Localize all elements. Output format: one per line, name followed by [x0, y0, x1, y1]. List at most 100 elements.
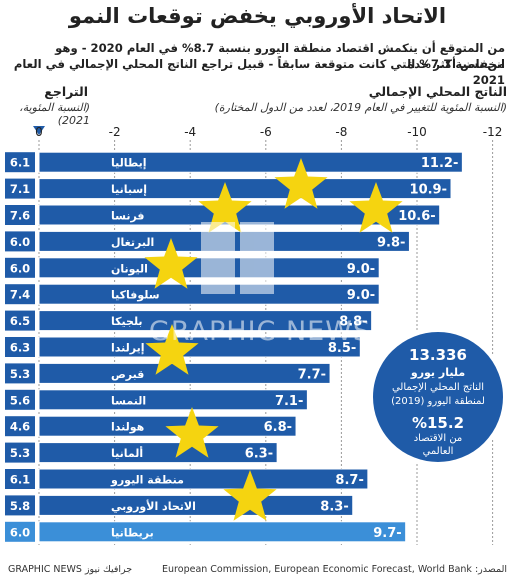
recovery-box [5, 469, 35, 489]
axis-tick-label: -12 [483, 125, 503, 139]
value-label: 6.3- [245, 447, 273, 462]
eu-star-icon [165, 407, 219, 458]
country-label: البرتغال [111, 236, 154, 249]
footer-credit: GRAPHIC NEWS جرافيك نيوز [8, 564, 133, 575]
eu-star-icon [223, 470, 277, 521]
footer-source: المصدر: European Commission, European Ec… [162, 564, 507, 575]
recovery-box [5, 284, 35, 305]
country-label: النمسا [111, 394, 146, 407]
recovery-value: 4.6 [10, 420, 30, 434]
gdp-bar [38, 468, 369, 490]
country-label: منطقة اليورو [110, 474, 184, 487]
gdp-bar [38, 415, 297, 437]
gdp-bar [38, 336, 361, 358]
recovery-value: 6.1 [10, 156, 30, 170]
value-label: 10.9- [410, 183, 447, 198]
gdp-bar [38, 178, 452, 200]
recovery-value: 7.6 [10, 209, 30, 223]
value-label: 9.7- [373, 526, 401, 541]
recovery-box [5, 257, 35, 278]
recovery-value: 7.1 [10, 182, 30, 196]
info-share-1: من الاقتصاد [413, 433, 463, 444]
country-label: بلجيكا [111, 315, 143, 328]
gdp-bar [38, 521, 407, 543]
value-label: 8.7- [335, 473, 363, 488]
recovery-box [5, 495, 35, 516]
value-label: 9.8- [377, 235, 405, 250]
axis-tick-label: -4 [184, 125, 196, 139]
country-label: بريطانيا [111, 526, 154, 539]
info-desc-2: لمنطقة اليورو (2019) [391, 396, 485, 407]
axis-tick-label: -2 [109, 125, 121, 139]
recovery-value: 6.0 [10, 525, 30, 539]
recovery-value: 6.0 [10, 261, 30, 275]
left-subheader: (النسبة المئوية، 2021) [19, 101, 90, 127]
left-header: التراجع [44, 84, 88, 99]
recovery-box [5, 231, 35, 252]
zero-marker-icon [33, 126, 45, 135]
country-label: فرنسا [111, 210, 145, 223]
eu-star-icon [349, 182, 403, 233]
info-unit: مليار يورو [410, 366, 466, 379]
info-desc-1: الناتج المحلي الإجمالي [391, 382, 485, 393]
value-label: 9.0- [347, 262, 375, 277]
value-label: 8.3- [320, 499, 348, 514]
recovery-box [5, 205, 35, 225]
value-label: 6.8- [264, 420, 292, 435]
country-label: الاتحاد الأوروبي [111, 499, 196, 513]
country-label: اليونان [111, 262, 148, 275]
country-label: سلوفاكيا [111, 289, 160, 302]
recovery-box [5, 152, 35, 173]
recovery-box [5, 363, 35, 384]
right-header: الناتج المحلي الإجمالي [368, 84, 507, 99]
recovery-value: 5.3 [10, 446, 30, 460]
recovery-box [5, 178, 35, 199]
value-label: 10.6- [398, 209, 435, 224]
recovery-value: 7.4 [10, 288, 30, 302]
watermark-text: GRAPHIC NEWS [148, 316, 372, 347]
country-label: إيرلندا [111, 342, 145, 355]
page-title: الاتحاد الأوروبي يخفض توقعات النمو [68, 4, 447, 28]
recovery-value: 5.8 [10, 499, 30, 513]
recovery-value: 6.3 [10, 341, 30, 355]
recovery-box [5, 416, 35, 437]
value-label: 7.1- [275, 394, 303, 409]
eu-star-icon [198, 182, 252, 233]
value-label: 7.7- [298, 367, 326, 382]
value-label: 8.5- [328, 341, 356, 356]
recovery-value: 6.5 [10, 314, 30, 328]
axis-tick-label: -8 [335, 125, 347, 139]
subtitle-line-1: من المتوقع أن ينكمش اقتصاد منطقة اليورو … [55, 41, 505, 71]
recovery-value: 6.1 [10, 473, 30, 487]
recovery-box [5, 389, 35, 410]
country-label: قبرص [111, 368, 144, 381]
gdp-bar [38, 151, 463, 173]
watermark-logo-n [240, 222, 274, 294]
axis-tick-label: -10 [407, 125, 427, 139]
recovery-box [5, 442, 35, 463]
eu-star-icon [274, 158, 328, 209]
info-amount: 13.336 [409, 346, 467, 364]
eu-star-icon [144, 238, 198, 289]
watermark-logo-c [201, 222, 235, 294]
value-label: 8.8- [339, 315, 367, 330]
value-label: 9.0- [347, 288, 375, 303]
recovery-box [5, 310, 35, 331]
recovery-value: 6.0 [10, 235, 30, 249]
recovery-value: 5.6 [10, 393, 30, 407]
gdp-bar [38, 389, 308, 411]
subtitle-line-2: من نسبة 7.7% التي كانت متوقعة سابقاً - ق… [13, 57, 505, 87]
recovery-box [5, 337, 35, 357]
info-share-2: العالمي [422, 446, 454, 457]
recovery-box [5, 521, 35, 542]
country-label: إسبانيا [111, 183, 147, 196]
axis-tick-label: 0 [35, 125, 43, 139]
gdp-bar [38, 494, 354, 516]
value-label: 11.2- [421, 156, 458, 171]
info-percent: %15.2 [411, 414, 465, 432]
gdp-bar [38, 442, 278, 464]
country-label: هولندا [111, 421, 144, 434]
eu-star-icon [145, 324, 199, 375]
